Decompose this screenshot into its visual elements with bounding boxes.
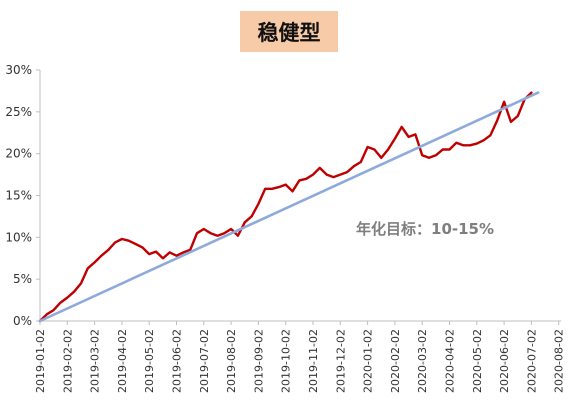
x-tick-label: 2020-08-02 (553, 329, 566, 393)
x-tick-label: 2020-07-02 (525, 329, 538, 393)
y-tick-label: 20% (5, 147, 32, 161)
x-tick-label: 2020-06-02 (498, 329, 511, 393)
target-annotation: 年化目标：10-15% (356, 220, 495, 238)
y-tick-label: 0% (13, 314, 32, 328)
x-tick-label: 2019-10-02 (280, 329, 293, 393)
x-tick-label: 2019-02-02 (61, 329, 74, 393)
y-tick-label: 10% (5, 230, 32, 244)
x-tick-label: 2019-01-02 (34, 329, 47, 393)
x-tick-label: 2019-12-02 (334, 329, 347, 393)
x-tick-label: 2020-02-02 (389, 329, 402, 393)
y-tick-label: 5% (13, 272, 32, 286)
x-tick-label: 2019-04-02 (116, 329, 129, 393)
y-tick-label: 25% (5, 105, 32, 119)
portfolio-return-line (38, 91, 533, 323)
x-tick-label: 2019-05-02 (143, 329, 156, 393)
x-axis: 2019-01-02 2019-02-02 2019-03-02 2019-04-02… (34, 320, 566, 393)
x-tick-label: 2019-08-02 (225, 329, 238, 393)
x-tick-label: 2019-09-02 (252, 329, 265, 393)
x-tick-label: 2019-03-02 (89, 329, 102, 393)
x-tick-label: 2020-01-02 (362, 329, 375, 393)
x-tick-label: 2020-04-02 (444, 329, 457, 393)
x-tick-label: 2020-03-02 (416, 329, 429, 393)
x-tick-label: 2019-06-02 (171, 329, 184, 393)
y-tick-label: 15% (5, 189, 32, 203)
x-tick-label: 2019-11-02 (307, 329, 320, 393)
chart-title: 稳健型 (240, 11, 338, 52)
series-layer (38, 91, 540, 323)
x-tick-label: 2019-07-02 (198, 329, 211, 393)
y-tick-label: 30% (5, 63, 32, 77)
x-tick-label: 2020-05-02 (471, 329, 484, 393)
y-axis: 0% 5% 10% 15% 20% 25% 30% (5, 63, 41, 328)
target-trend-line (38, 91, 540, 323)
